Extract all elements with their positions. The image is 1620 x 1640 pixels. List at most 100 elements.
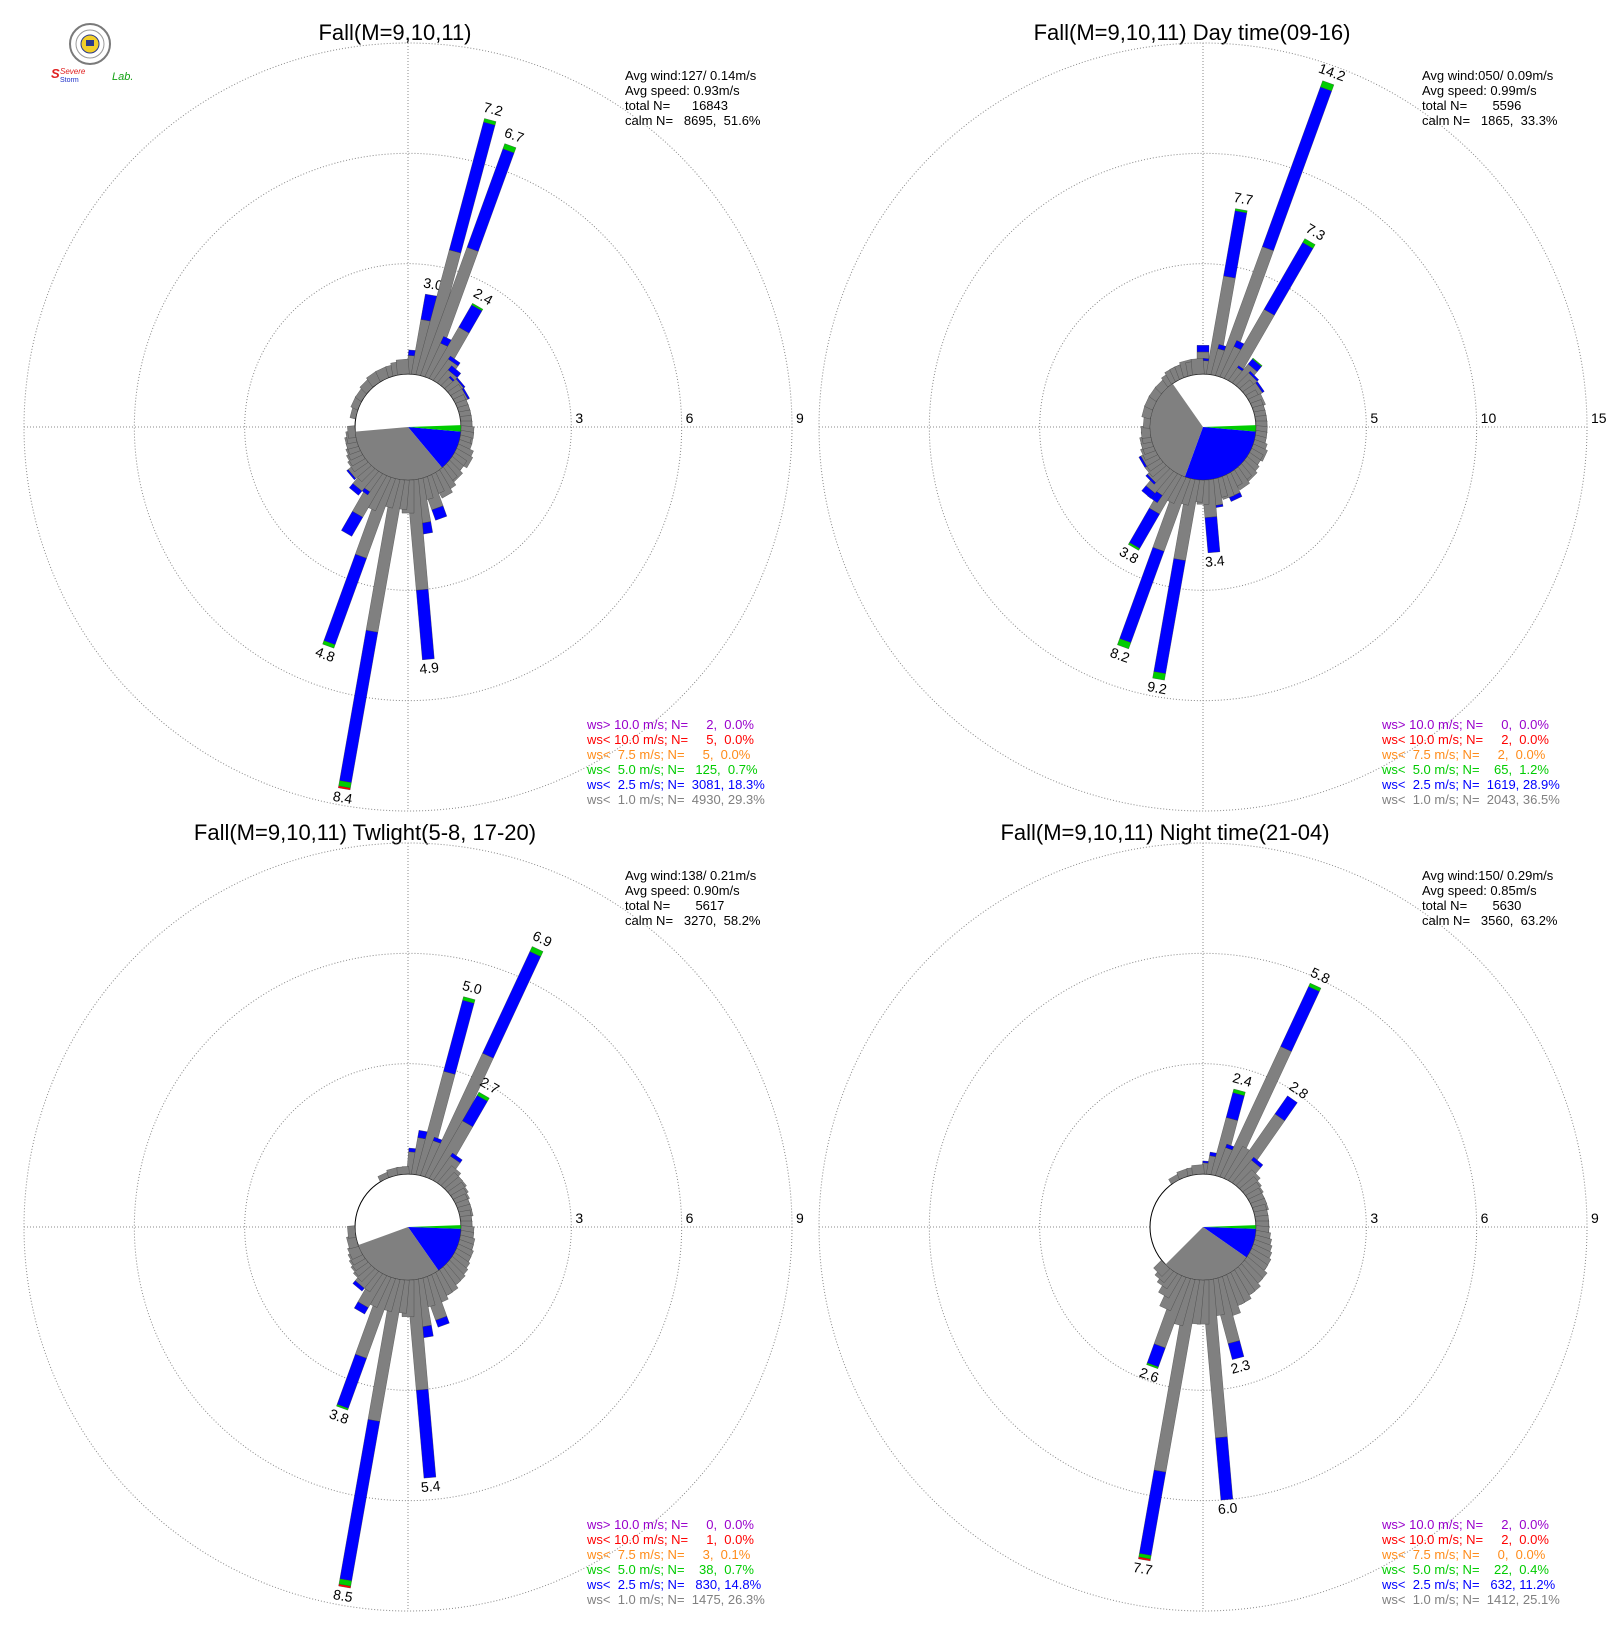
wind-bar-segment <box>529 946 544 957</box>
wind-bar-segment <box>1140 425 1151 439</box>
wind-bar-segment <box>1153 1260 1170 1277</box>
bar-value-label: 14.2 <box>1317 60 1348 84</box>
bar-value-label: 8.4 <box>332 788 354 807</box>
legend-entry: ws< 2.5 m/s; N= 1619, 28.9% <box>1381 777 1560 792</box>
ring-circle <box>1039 263 1367 591</box>
calm-slice <box>408 1227 461 1271</box>
wind-bar-segment <box>431 505 448 521</box>
wind-bar-segment <box>339 630 379 783</box>
wind-bar-segment <box>448 355 461 367</box>
wind-bar-segment <box>341 511 363 537</box>
svg-text:S: S <box>51 66 60 81</box>
wind-bar-segment <box>349 483 363 496</box>
wind-bar-segment <box>455 377 466 389</box>
wind-bar-segment <box>447 365 462 378</box>
legend-entry: ws< 5.0 m/s; N= 125, 0.7% <box>586 762 758 777</box>
legend-entry: ws< 2.5 m/s; N= 830, 14.8% <box>586 1577 762 1592</box>
ring-label: 15 <box>1591 410 1607 426</box>
logo-text-storm: Storm <box>60 77 79 84</box>
stats-line: total N= 5630 <box>1422 898 1521 913</box>
legend-entry: ws< 7.5 m/s; N= 2, 0.0% <box>1381 747 1546 762</box>
ring-circle <box>818 42 1588 812</box>
ring-label: 3 <box>575 1210 583 1226</box>
bar-value-label: 3.4 <box>1204 552 1225 570</box>
wind-bar-segment <box>1190 358 1205 375</box>
bar-value-label: 5.8 <box>1308 964 1333 987</box>
legend-entry: ws< 1.0 m/s; N= 2043, 36.5% <box>1381 792 1560 807</box>
wind-bar-segment <box>1153 558 1186 674</box>
wind-bar-segment <box>323 554 367 645</box>
wind-bar-segment <box>458 304 483 334</box>
wind-bar-segment <box>1196 345 1210 353</box>
wind-bar-segment <box>1232 1088 1246 1096</box>
stats-line: calm N= 3270, 58.2% <box>625 913 761 928</box>
legend-entry: ws< 7.5 m/s; N= 5, 0.0% <box>586 747 751 762</box>
bar-value-label: 8.2 <box>1108 644 1132 666</box>
wind-bar-segment <box>1225 1092 1245 1121</box>
ring-circle <box>23 842 793 1612</box>
ring-circle <box>244 1063 572 1391</box>
ring-label: 9 <box>1591 1210 1599 1226</box>
ring-label: 3 <box>575 410 583 426</box>
legend-entry: ws< 2.5 m/s; N= 632, 11.2% <box>1381 1577 1556 1592</box>
wind-bar-segment <box>1320 80 1335 92</box>
wind-bar-segment <box>336 1354 367 1409</box>
wind-bar-segment <box>471 303 484 312</box>
wind-bar-segment <box>462 996 476 1004</box>
wind-bar-segment <box>346 1234 359 1250</box>
stats-line: Avg speed: 0.99m/s <box>1422 83 1537 98</box>
wind-bar-segment <box>1248 371 1259 382</box>
wind-bar-segment <box>1234 208 1248 214</box>
wind-bar-segment <box>1251 1156 1264 1168</box>
wind-bar-segment <box>1204 516 1221 554</box>
bar-value-label: 3.8 <box>327 1405 351 1427</box>
panel-title: Fall(M=9,10,11) Day time(09-16) <box>1034 20 1351 45</box>
bar-value-label: 8.5 <box>332 1586 354 1605</box>
wind-bar-segment <box>338 785 351 791</box>
wind-bar-segment <box>1274 1095 1298 1121</box>
legend-entry: ws< 1.0 m/s; N= 1475, 26.3% <box>586 1592 765 1607</box>
legend-entry: ws< 7.5 m/s; N= 0, 0.0% <box>1381 1547 1546 1562</box>
wind-bar-segment <box>450 1152 463 1164</box>
wind-bar-segment <box>336 1404 349 1411</box>
wind-rose-panel: Fall(M=9,10,11) Night time(21-04) 3 6 9 2.4 5… <box>818 820 1599 1612</box>
ring-label: 5 <box>1370 410 1378 426</box>
legend-entry: ws< 1.0 m/s; N= 4930, 29.3% <box>586 792 765 807</box>
stats-line: Avg wind:150/ 0.29m/s <box>1422 868 1554 883</box>
legend-entry: ws> 10.0 m/s; N= 2, 0.0% <box>1381 1517 1549 1532</box>
ring-label: 9 <box>796 410 804 426</box>
ring-circle <box>818 842 1588 1612</box>
stats-line: Avg speed: 0.90m/s <box>625 883 740 898</box>
wind-bar-segment <box>461 387 470 400</box>
calm-slice <box>1203 425 1256 432</box>
stats-line: calm N= 1865, 33.3% <box>1422 113 1558 128</box>
wind-bar-segment <box>338 1584 351 1589</box>
wind-bar-segment <box>443 999 475 1075</box>
ring-circle <box>244 263 572 591</box>
bar-value-label: 6.9 <box>530 927 555 950</box>
ring-circle <box>1039 1063 1367 1391</box>
wind-bar-segment <box>1227 1340 1245 1360</box>
wind-rose-panel: Fall(M=9,10,11)3 6 93.07.26.72.44.98.44.8A… <box>23 20 804 812</box>
wind-rose-panel: Fall(M=9,10,11) Day time(09-16) 5 10 15 7.7 1… <box>818 20 1607 812</box>
ring-label: 6 <box>1481 1210 1489 1226</box>
calm-slice <box>355 427 443 480</box>
calm-slice <box>1165 1227 1247 1280</box>
wind-bar-segment <box>322 640 336 649</box>
stats-line: total N= 5617 <box>625 898 724 913</box>
wind-bar-segment <box>347 425 356 439</box>
wind-bar-segment <box>416 1389 437 1479</box>
stats-line: Avg wind:127/ 0.14m/s <box>625 68 757 83</box>
stats-line: Avg wind:138/ 0.21m/s <box>625 868 757 883</box>
wind-bar-segment <box>1280 986 1320 1052</box>
calm-slice <box>408 425 461 432</box>
bar-value-label: 7.7 <box>1132 1559 1154 1578</box>
calm-slice <box>1203 1225 1256 1229</box>
lab-logo: S Severe Storm Lab. <box>48 22 148 84</box>
legend-entry: ws> 10.0 m/s; N= 0, 0.0% <box>586 1517 754 1532</box>
bar-value-label: 6.7 <box>502 124 526 146</box>
wind-bar-segment <box>1146 1362 1159 1369</box>
legend-entry: ws< 5.0 m/s; N= 38, 0.7% <box>586 1562 754 1577</box>
wind-bar-segment <box>395 358 410 375</box>
wind-bar-segment <box>1255 381 1265 393</box>
